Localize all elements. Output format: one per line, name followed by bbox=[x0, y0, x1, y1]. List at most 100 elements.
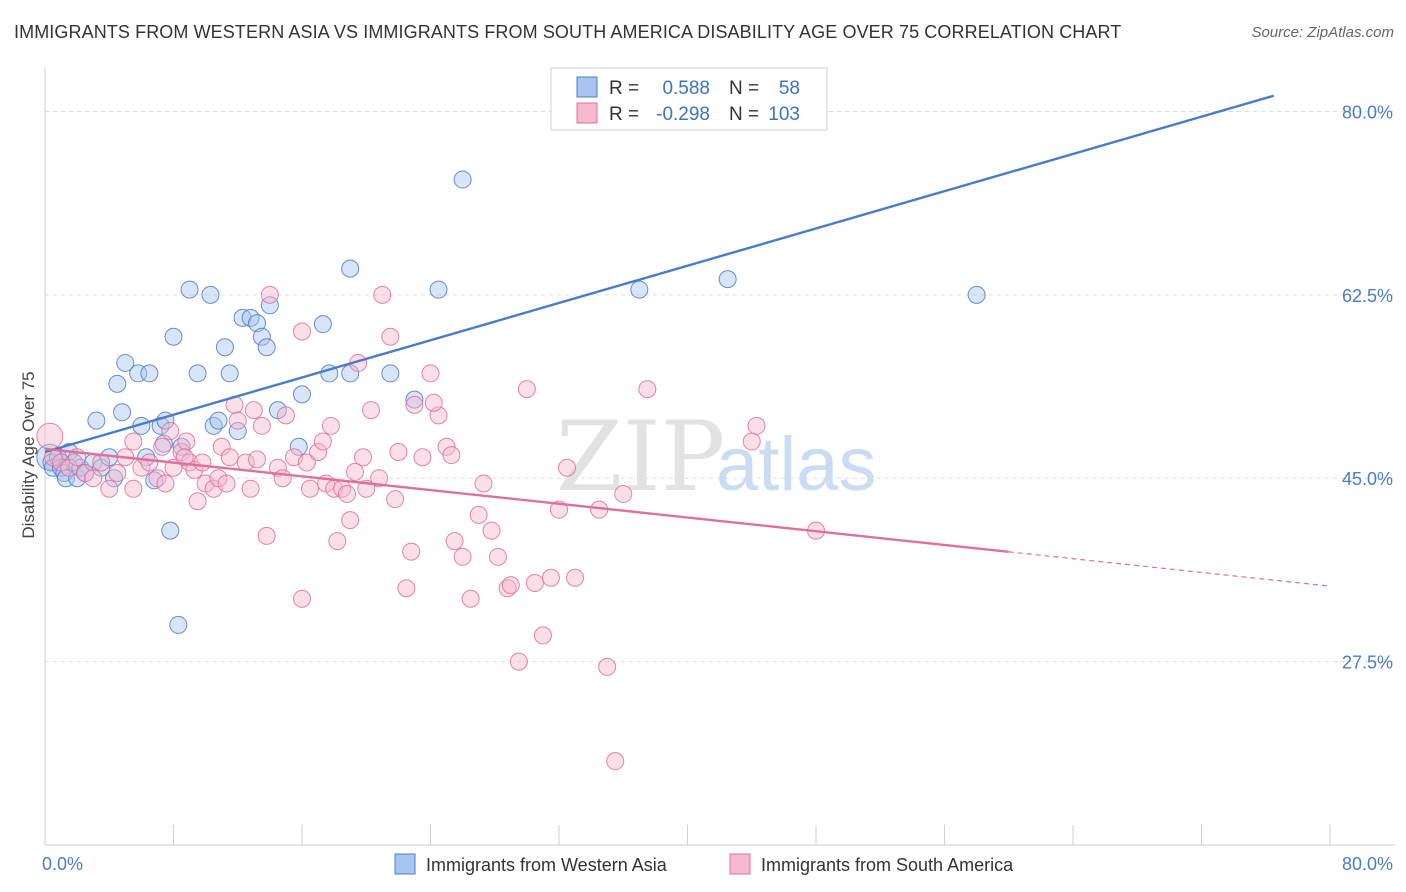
data-point bbox=[501, 576, 520, 595]
data-point bbox=[967, 285, 986, 304]
trend-line-extension-series-1 bbox=[1008, 551, 1331, 587]
data-point bbox=[301, 479, 320, 498]
data-point bbox=[248, 450, 267, 469]
data-point bbox=[341, 511, 360, 530]
y-axis-title: Disability Age Over 75 bbox=[19, 371, 38, 538]
data-point bbox=[87, 411, 106, 430]
data-point bbox=[188, 492, 207, 511]
data-point bbox=[140, 364, 159, 383]
data-point bbox=[108, 463, 127, 482]
data-point bbox=[153, 437, 172, 456]
legend: Immigrants from Western Asia Immigrants … bbox=[394, 853, 1014, 875]
data-point bbox=[137, 448, 156, 467]
data-point bbox=[260, 296, 279, 315]
data-point bbox=[498, 579, 517, 598]
data-point bbox=[252, 416, 271, 435]
data-point bbox=[341, 259, 360, 278]
data-point bbox=[566, 568, 585, 587]
data-point bbox=[354, 448, 373, 467]
y-tick-label: 45.0% bbox=[1342, 469, 1393, 489]
data-point bbox=[217, 474, 236, 493]
data-point bbox=[453, 547, 472, 566]
data-point bbox=[268, 458, 287, 477]
data-point bbox=[209, 411, 228, 430]
data-point bbox=[228, 422, 247, 441]
y-tick-label: 80.0% bbox=[1342, 102, 1393, 122]
data-point bbox=[309, 443, 328, 462]
data-point bbox=[362, 401, 381, 420]
stats-swatch-south-america bbox=[576, 102, 598, 124]
data-point bbox=[124, 432, 143, 451]
data-point bbox=[509, 652, 528, 671]
data-point bbox=[105, 469, 124, 488]
watermark-zip: ZIP bbox=[556, 401, 725, 513]
data-point bbox=[84, 469, 103, 488]
x-tick-label-max: 80.0% bbox=[1342, 854, 1393, 874]
data-point bbox=[124, 479, 143, 498]
trend-layer bbox=[44, 94, 1331, 587]
series-1-points bbox=[36, 285, 825, 771]
data-point bbox=[488, 547, 507, 566]
data-point bbox=[381, 327, 400, 346]
data-point bbox=[172, 437, 191, 456]
data-point bbox=[445, 532, 464, 551]
legend-label-south-america: Immigrants from South America bbox=[761, 855, 1014, 875]
data-point bbox=[381, 364, 400, 383]
data-point bbox=[220, 448, 239, 467]
data-point bbox=[116, 353, 135, 372]
stats-n-value-2: 103 bbox=[768, 104, 800, 125]
data-point bbox=[273, 469, 292, 488]
data-point bbox=[373, 285, 392, 304]
data-point bbox=[108, 374, 127, 393]
data-point bbox=[482, 521, 501, 540]
data-point bbox=[293, 385, 311, 404]
data-point bbox=[145, 471, 164, 490]
stats-r-label-2: R = bbox=[609, 104, 639, 125]
data-point bbox=[533, 626, 552, 645]
data-point bbox=[424, 393, 443, 412]
data-point bbox=[405, 390, 424, 409]
data-point bbox=[180, 280, 199, 299]
trend-line-series-0 bbox=[44, 94, 1275, 454]
data-point bbox=[248, 314, 267, 333]
stats-n-label-2: N = bbox=[729, 104, 759, 125]
data-point bbox=[346, 462, 365, 481]
data-point bbox=[742, 432, 761, 451]
stats-r-label-1: R = bbox=[609, 78, 639, 99]
stats-box: R = 0.588 N = 58 R = -0.298 N = 103 bbox=[550, 67, 828, 131]
data-point bbox=[193, 453, 212, 472]
data-point bbox=[469, 505, 488, 524]
data-point bbox=[156, 474, 175, 493]
data-point bbox=[257, 526, 276, 545]
data-point bbox=[337, 484, 356, 503]
data-point bbox=[100, 479, 119, 498]
data-point bbox=[541, 568, 560, 587]
x-tick-labels: 0.0% 80.0% bbox=[42, 854, 1393, 874]
data-point bbox=[260, 285, 279, 304]
data-point bbox=[252, 327, 271, 346]
legend-swatch-south-america bbox=[729, 853, 751, 875]
chart-source: Source: ZipAtlas.com bbox=[1251, 24, 1394, 41]
data-point bbox=[289, 437, 308, 456]
y-tick-label: 27.5% bbox=[1342, 653, 1393, 673]
data-point bbox=[244, 401, 263, 420]
data-point bbox=[313, 432, 332, 451]
data-point bbox=[606, 752, 625, 771]
legend-swatch-western-asia bbox=[394, 853, 416, 875]
y-tick-labels: 27.5% 45.0% 62.5% 80.0% bbox=[1342, 102, 1393, 672]
grid-layer bbox=[45, 110, 1395, 663]
data-point bbox=[413, 448, 432, 467]
data-point bbox=[276, 406, 295, 425]
data-point bbox=[474, 474, 493, 493]
watermark-atlas: atlas bbox=[716, 422, 877, 507]
legend-label-western-asia: Immigrants from Western Asia bbox=[426, 855, 668, 875]
data-point bbox=[297, 453, 316, 472]
stats-n-label-1: N = bbox=[729, 78, 759, 99]
data-point bbox=[389, 443, 408, 462]
data-point bbox=[201, 285, 220, 304]
data-point bbox=[204, 416, 223, 435]
data-point bbox=[228, 411, 247, 430]
chart-title: IMMIGRANTS FROM WESTERN ASIA VS IMMIGRAN… bbox=[14, 22, 1122, 42]
data-point bbox=[241, 479, 260, 498]
